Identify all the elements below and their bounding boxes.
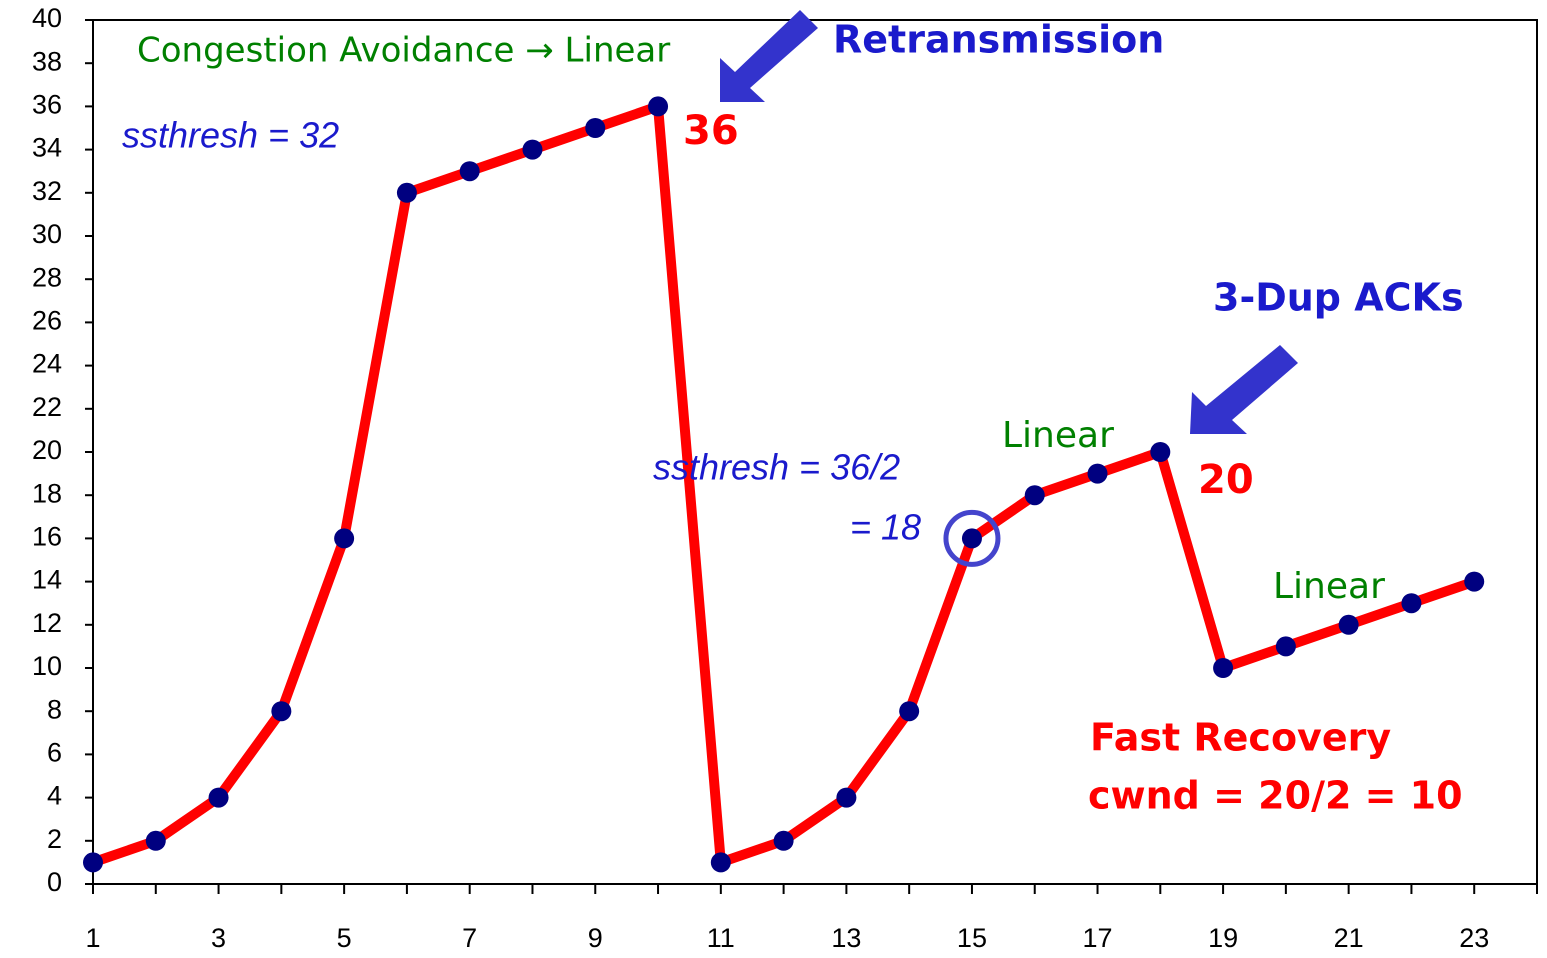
y-tick-label: 12 bbox=[32, 608, 62, 638]
x-tick-label: 19 bbox=[1208, 923, 1238, 953]
y-tick-label: 38 bbox=[32, 46, 62, 76]
data-point bbox=[334, 528, 355, 549]
annotation: 36 bbox=[683, 108, 739, 154]
data-point bbox=[1401, 593, 1422, 614]
data-point bbox=[208, 787, 229, 808]
y-tick-label: 16 bbox=[32, 522, 62, 552]
annotation: ssthresh = 32 bbox=[122, 115, 339, 156]
data-point bbox=[899, 701, 920, 722]
data-point bbox=[836, 787, 857, 808]
y-tick-label: 30 bbox=[32, 219, 62, 249]
data-point bbox=[1150, 442, 1171, 462]
annotation: ssthresh = 36/2 bbox=[653, 447, 900, 488]
y-tick-label: 32 bbox=[32, 176, 62, 206]
y-tick-label: 8 bbox=[47, 694, 62, 724]
annotation: Fast Recovery bbox=[1090, 716, 1391, 760]
data-point bbox=[1087, 463, 1108, 484]
annotation: Linear bbox=[1002, 415, 1114, 456]
x-tick-label: 5 bbox=[337, 923, 352, 953]
y-tick-label: 6 bbox=[47, 738, 62, 768]
y-tick-label: 20 bbox=[32, 435, 62, 465]
data-point bbox=[1275, 636, 1296, 657]
x-tick-label: 13 bbox=[831, 923, 861, 953]
data-point bbox=[1464, 571, 1485, 592]
x-tick-label: 11 bbox=[707, 923, 735, 953]
y-tick-label: 2 bbox=[47, 824, 62, 854]
data-point bbox=[271, 701, 292, 722]
y-tick-label: 10 bbox=[32, 651, 62, 681]
x-tick-label: 1 bbox=[85, 923, 100, 953]
data-point bbox=[1213, 658, 1234, 678]
y-tick-label: 28 bbox=[32, 262, 62, 292]
data-point bbox=[396, 182, 417, 203]
y-tick-label: 34 bbox=[32, 133, 62, 163]
y-tick-label: 0 bbox=[47, 867, 62, 897]
data-point bbox=[710, 852, 731, 873]
y-tick-label: 36 bbox=[32, 90, 62, 120]
y-tick-label: 22 bbox=[32, 392, 62, 422]
data-point bbox=[1024, 485, 1045, 506]
arrow bbox=[720, 10, 818, 102]
y-tick-label: 40 bbox=[32, 3, 62, 33]
data-point bbox=[145, 830, 166, 851]
annotation: 20 bbox=[1198, 457, 1254, 503]
data-point bbox=[1338, 614, 1359, 635]
data-point bbox=[83, 852, 103, 873]
annotation: Congestion Avoidance → Linear bbox=[137, 31, 670, 71]
y-tick-label: 14 bbox=[32, 565, 62, 595]
x-tick-label: 9 bbox=[588, 923, 603, 953]
arrow bbox=[1190, 345, 1298, 434]
x-tick-label: 7 bbox=[462, 923, 477, 953]
data-point bbox=[585, 118, 606, 138]
annotation: cwnd = 20/2 = 10 bbox=[1088, 774, 1463, 818]
annotation: Linear bbox=[1273, 566, 1385, 607]
data-point bbox=[459, 161, 480, 182]
x-tick-label: 17 bbox=[1082, 923, 1112, 953]
y-tick-label: 18 bbox=[32, 478, 62, 508]
x-tick-label: 3 bbox=[211, 923, 226, 953]
y-tick-label: 4 bbox=[47, 781, 62, 811]
data-point bbox=[648, 96, 669, 117]
x-tick-label: 23 bbox=[1459, 923, 1489, 953]
x-tick-label: 21 bbox=[1334, 923, 1364, 953]
y-tick-label: 26 bbox=[32, 306, 62, 336]
data-point bbox=[961, 528, 982, 549]
data-point bbox=[522, 139, 543, 160]
annotation: Retransmission bbox=[833, 18, 1164, 62]
highlight-circle bbox=[943, 509, 1001, 567]
data-point bbox=[773, 830, 794, 851]
y-tick-label: 24 bbox=[32, 349, 62, 379]
annotation: = 18 bbox=[850, 507, 921, 548]
x-tick-label: 15 bbox=[957, 923, 987, 953]
annotation: 3-Dup ACKs bbox=[1213, 276, 1464, 320]
